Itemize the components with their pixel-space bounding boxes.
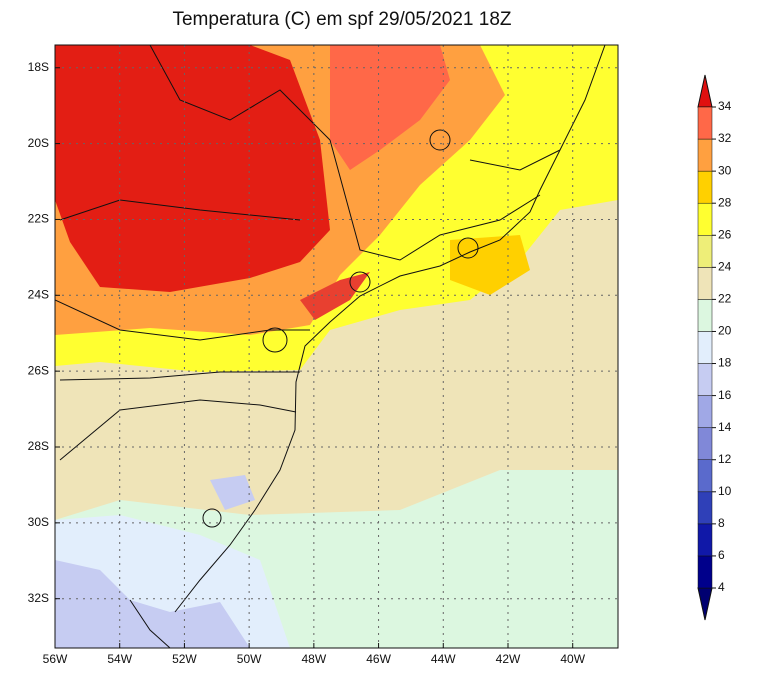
x-tick-label: 48W [302,652,327,666]
colorbar: 4 6 8 10 12 14 16 18 20 22 24 26 28 30 32 34 [697,74,732,621]
colorbar-label: 18 [718,356,732,370]
colorbar-bin [697,331,713,364]
x-tick-label: 44W [431,652,456,666]
geography [55,45,606,648]
colorbar-label: 34 [718,99,732,113]
coastline [174,45,606,613]
x-tick-label: 50W [237,652,262,666]
colorbar-label: 14 [718,420,732,434]
colorbar-label: 6 [718,548,725,562]
colorbar-label: 24 [718,260,732,274]
colorbar-bin [697,459,713,493]
x-tick-label: 46W [366,652,391,666]
state-border [59,399,297,461]
y-tick-label: 30S [28,515,49,529]
colorbar-label: 20 [718,324,732,338]
state-border [59,199,301,221]
x-tick-label: 54W [107,652,132,666]
x-tick-label: 42W [496,652,521,666]
temperature-field [55,45,618,648]
y-tick-label: 26S [28,363,49,377]
y-tick-label: 32S [28,591,49,605]
colorbar-bin [697,138,713,172]
colorbar-bin [697,523,713,557]
colorbar-label: 12 [718,452,732,466]
x-tick-label: 40W [560,652,585,666]
city-outline [202,508,222,528]
y-tick-label: 20S [28,136,49,150]
colorbar-bin [697,427,713,460]
y-tick-label: 28S [28,439,49,453]
state-border [469,149,561,171]
y-tick-label: 22S [28,212,49,226]
country-border [129,599,171,648]
map-title: Temperatura (C) em spf 29/05/2021 18Z [172,9,511,30]
colorbar-bin [697,395,713,428]
colorbar-label: 28 [718,195,732,209]
x-tick-label: 56W [43,652,68,666]
city-outline [262,327,288,353]
colorbar-bin [697,106,713,140]
colorbar-bin [697,555,713,589]
colorbar-label: 30 [718,163,732,177]
colorbar-label: 16 [718,388,732,402]
city-outline [457,237,479,259]
colorbar-label: 4 [718,580,725,594]
colorbar-label: 8 [718,516,725,530]
y-tick-label: 18S [28,60,49,74]
colorbar-over [697,74,713,108]
colorbar-bin [697,267,713,300]
colorbar-bin [697,170,713,204]
colorbar-bin [697,202,713,236]
colorbar-bin [697,491,713,525]
field-over-34 [300,272,370,320]
map-axes: 56W 54W 52W 50W 48W 46W 44W 42W 40W 18S 20S 22S 24S 2… [28,45,618,666]
colorbar-under [697,587,713,621]
field-16-18 [55,560,250,648]
map-frame [54,44,619,649]
colorbar-bin [697,235,713,268]
colorbar-label: 32 [718,131,732,145]
state-border [149,45,331,141]
x-tick-label: 52W [172,652,197,666]
state-border [329,139,541,261]
colorbar-bin [697,363,713,396]
city-outline [429,129,451,151]
field-32-34 [330,45,450,170]
y-tick-label: 24S [28,287,49,301]
colorbar-label: 10 [718,484,732,498]
colorbar-label: 26 [718,227,732,241]
field-over-34 [55,45,330,292]
state-border [55,299,310,341]
colorbar-bin [697,299,713,332]
field-28-30 [450,235,530,295]
city-outline [349,271,371,293]
state-border [59,371,300,381]
colorbar-label: 22 [718,292,732,306]
field-16-18 [210,475,255,510]
